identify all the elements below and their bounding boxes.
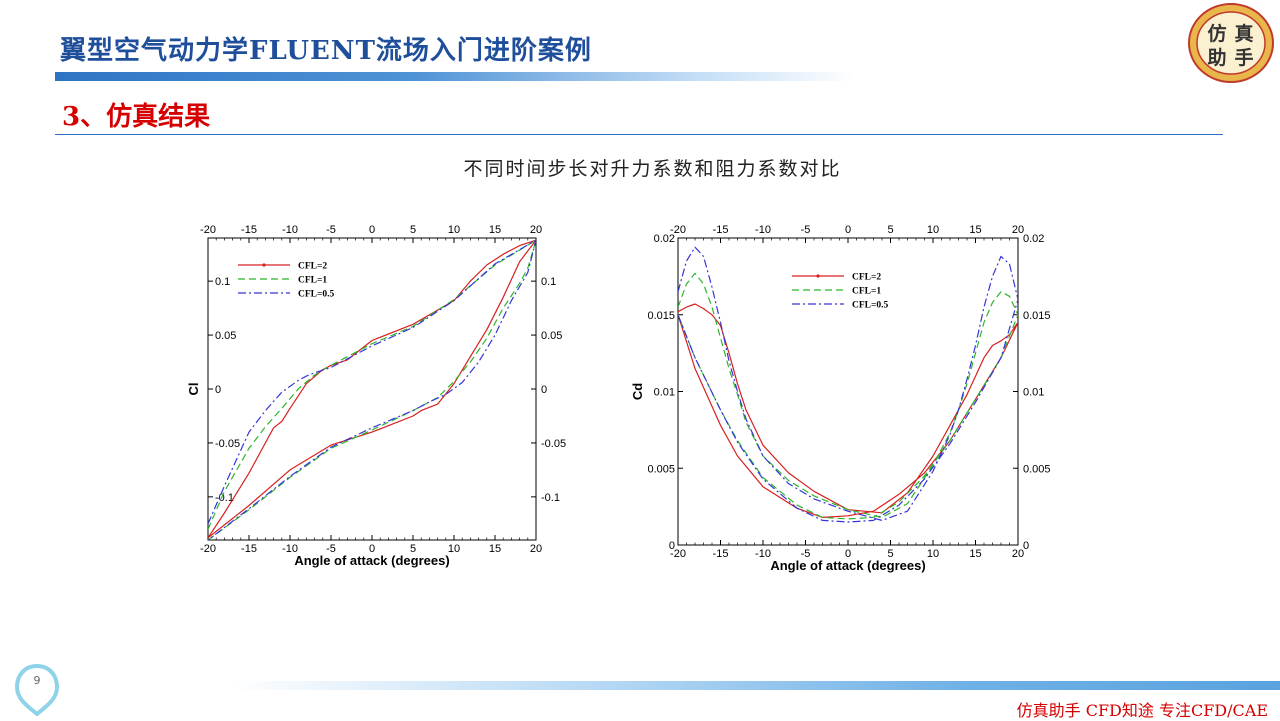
- series-line: [678, 272, 1018, 520]
- y-tick-label-right: -0.1: [541, 492, 560, 504]
- y-tick-label: 0.01: [654, 387, 675, 399]
- y-tick-label: 0: [669, 540, 675, 552]
- y-tick-label: 0.015: [647, 310, 675, 322]
- x-tick-label-top: 10: [448, 224, 460, 236]
- section-heading: 3、仿真结果: [62, 102, 211, 132]
- series-line: [208, 239, 536, 539]
- series-line: [208, 239, 536, 540]
- x-tick-label-top: -20: [670, 224, 686, 236]
- x-tick-label: 10: [927, 548, 939, 560]
- y-tick-label-right: 0.01: [1023, 387, 1044, 399]
- x-tick-label-top: -20: [200, 224, 216, 236]
- x-tick-label-top: -5: [326, 224, 336, 236]
- lift-coefficient-chart: -20 -20 -15 -15 -10 -10 -5 -5 0 0 5 5 10 10 15 15 20 20 -0…: [186, 224, 566, 568]
- y-tick-label-right: 0: [1023, 540, 1029, 552]
- y-tick-label-right: 0.05: [541, 330, 562, 342]
- x-tick-label-top: -5: [801, 224, 811, 236]
- y-tick-label-right: 0.02: [1023, 233, 1044, 245]
- legend-label: CFL=0.5: [852, 301, 889, 311]
- section-divider: [55, 134, 1223, 135]
- x-axis-title: Angle of attack (degrees): [770, 558, 925, 573]
- x-tick-label: -15: [241, 543, 257, 555]
- x-tick-label: 15: [489, 543, 501, 555]
- x-tick-label: -5: [326, 543, 336, 555]
- y-tick-label: 0.02: [654, 233, 675, 245]
- y-axis-title: Cd: [630, 383, 645, 400]
- x-tick-label: -20: [670, 548, 686, 560]
- plot-frame: [677, 237, 1019, 546]
- x-tick-label: -10: [282, 543, 298, 555]
- logo-char: 真: [1234, 22, 1253, 45]
- footer-text: 仿真助手 CFD知途 专注CFD/CAE: [1016, 701, 1268, 720]
- x-tick-label-top: -15: [241, 224, 257, 236]
- figure-caption: 不同时间步长对升力系数和阻力系数对比: [463, 158, 842, 180]
- y-tick-label-right: 0.005: [1023, 463, 1050, 475]
- x-tick-label-top: 5: [410, 224, 416, 236]
- logo-char: 仿: [1207, 22, 1226, 45]
- y-tick-label: -0.05: [215, 438, 240, 450]
- legend-label: CFL=2: [852, 273, 881, 283]
- y-tick-label-right: 0.015: [1023, 310, 1050, 322]
- page-number-badge: [14, 663, 60, 716]
- x-tick-label-top: 5: [887, 224, 893, 236]
- x-axis-title: Angle of attack (degrees): [294, 553, 449, 568]
- legend-label: CFL=1: [298, 276, 327, 286]
- x-tick-label-top: -10: [755, 224, 771, 236]
- y-tick-label: 0.005: [647, 463, 675, 475]
- x-tick-label-top: -10: [282, 224, 298, 236]
- legend-label: CFL=1: [852, 287, 881, 297]
- logo-char: 助: [1207, 46, 1226, 69]
- y-tick-label-right: 0: [541, 384, 547, 396]
- x-tick-label: -20: [200, 543, 216, 555]
- x-tick-label: -10: [755, 548, 771, 560]
- y-tick-label-right: 0.1: [541, 276, 556, 288]
- x-tick-label-top: 10: [927, 224, 939, 236]
- x-tick-label-top: 15: [969, 224, 981, 236]
- x-tick-label-top: 0: [369, 224, 375, 236]
- x-tick-label-top: 20: [1012, 224, 1024, 236]
- x-tick-label: -15: [713, 548, 729, 560]
- x-tick-label: 5: [887, 548, 893, 560]
- legend-marker: [816, 274, 820, 278]
- legend-label: CFL=0.5: [298, 290, 335, 300]
- x-tick-label-top: 15: [489, 224, 501, 236]
- x-tick-label: 15: [969, 548, 981, 560]
- logo-seal: 仿 真 助 手: [1188, 3, 1274, 83]
- x-tick-label: 0: [369, 543, 375, 555]
- x-tick-label: 0: [845, 548, 851, 560]
- x-tick-label: 20: [530, 543, 542, 555]
- series-line: [678, 246, 1018, 523]
- x-tick-label: 10: [448, 543, 460, 555]
- y-tick-label: 0.05: [215, 330, 236, 342]
- x-tick-label: -5: [801, 548, 811, 560]
- legend-marker: [262, 263, 266, 267]
- x-tick-label: 5: [410, 543, 416, 555]
- plot-frame: [207, 237, 537, 541]
- x-tick-label-top: 0: [845, 224, 851, 236]
- x-tick-label-top: 20: [530, 224, 542, 236]
- footer-bar: [230, 681, 1280, 690]
- series-line: [678, 303, 1018, 518]
- y-axis-title: Cl: [186, 383, 201, 396]
- legend-label: CFL=2: [298, 262, 327, 272]
- y-tick-label-right: -0.05: [541, 438, 566, 450]
- logo-char: 手: [1234, 46, 1253, 69]
- slide-title: 翼型空气动力学FLUENT流场入门进阶案例: [60, 36, 592, 66]
- y-tick-label: -0.1: [215, 492, 234, 504]
- series-line: [208, 239, 536, 540]
- x-tick-label: 20: [1012, 548, 1024, 560]
- y-tick-label: 0.1: [215, 276, 230, 288]
- y-tick-label: 0: [215, 384, 221, 396]
- title-underline-bar: [55, 72, 855, 81]
- page-number: 9: [33, 674, 41, 687]
- x-tick-label-top: -15: [713, 224, 729, 236]
